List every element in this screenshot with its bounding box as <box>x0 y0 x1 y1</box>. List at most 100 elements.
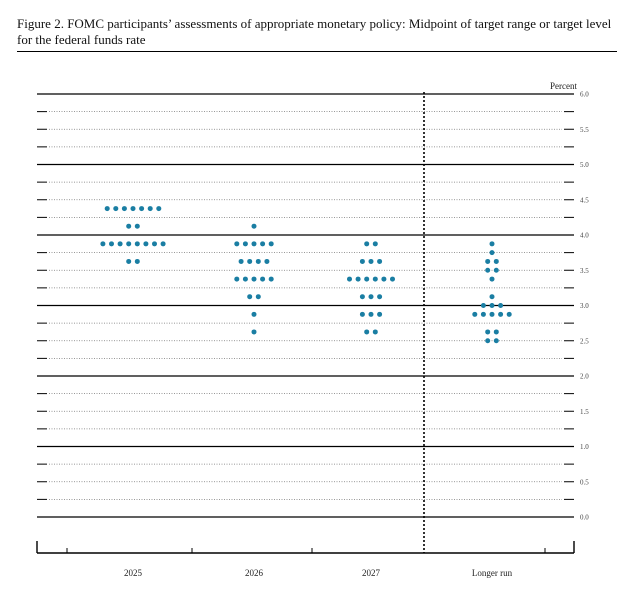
participant-dot <box>368 311 374 317</box>
participant-dot <box>485 267 491 273</box>
participant-dot <box>242 241 248 247</box>
participant-dot <box>247 294 253 300</box>
participant-dot <box>113 206 119 212</box>
participant-dot <box>126 241 132 247</box>
participant-dot <box>139 206 145 212</box>
y-tick-label: 2.5 <box>580 337 589 345</box>
participant-dot <box>506 311 512 317</box>
dots <box>100 206 512 344</box>
participant-dot <box>247 258 253 264</box>
participant-dot <box>143 241 149 247</box>
participant-dot <box>359 311 365 317</box>
participant-dot <box>242 276 248 282</box>
participant-dot <box>355 276 361 282</box>
participant-dot <box>493 267 499 273</box>
participant-dot <box>472 311 478 317</box>
participant-dot <box>147 206 153 212</box>
participant-dot <box>372 329 378 335</box>
participant-dot <box>485 338 491 344</box>
participant-dot <box>347 276 352 282</box>
participant-dot <box>260 276 266 282</box>
participant-dot <box>251 329 257 335</box>
participant-dot <box>255 294 261 300</box>
figure-title: Figure 2. FOMC participants’ assessments… <box>17 16 612 47</box>
participant-dot <box>126 223 132 229</box>
participant-dot <box>377 311 383 317</box>
participant-dot <box>251 241 257 247</box>
chart-frame <box>36 92 575 554</box>
x-category-label: 2026 <box>245 568 264 578</box>
participant-dot <box>377 294 383 300</box>
participant-dot <box>234 241 240 247</box>
participant-dot <box>480 311 486 317</box>
participant-dot <box>364 329 370 335</box>
participant-dot <box>368 294 374 300</box>
participant-dot <box>104 206 110 212</box>
y-tick-label: 6.0 <box>580 91 589 99</box>
participant-dot <box>480 303 486 308</box>
participant-dot <box>251 276 257 282</box>
participant-dot <box>117 241 123 247</box>
participant-dot <box>100 241 106 247</box>
participant-dot <box>377 258 383 264</box>
participant-dot <box>359 294 365 300</box>
participant-dot <box>121 206 127 212</box>
y-tick-label: 2.0 <box>580 373 589 381</box>
participant-dot <box>134 223 140 229</box>
y-tick-label: 1.0 <box>580 443 589 451</box>
participant-dot <box>493 258 499 264</box>
y-tick-label: 5.5 <box>580 126 589 134</box>
labels: Percent 0.0 0.5 1.0 1.5 2.0 2.5 3.0 3.5 4.0 4.5 5.… <box>124 81 589 578</box>
participant-dot <box>364 241 370 247</box>
participant-dot <box>489 250 495 256</box>
y-tick-label: 3.0 <box>580 302 589 310</box>
grid-lines <box>37 93 574 518</box>
participant-dot <box>251 223 257 229</box>
participant-dot <box>130 206 136 212</box>
participant-dot <box>238 258 244 264</box>
y-tick-label: 4.0 <box>580 232 589 240</box>
participant-dot <box>126 258 132 264</box>
y-tick-label: 3.5 <box>580 267 589 275</box>
y-axis-unit-label: Percent <box>550 81 577 91</box>
participant-dot <box>134 258 140 264</box>
participant-dot <box>493 338 499 344</box>
y-tick-label: 4.5 <box>580 196 589 204</box>
participant-dot <box>489 241 495 247</box>
y-tick-label: 1.5 <box>580 408 589 416</box>
participant-dot <box>260 241 266 247</box>
participant-dot <box>498 311 504 317</box>
participant-dot <box>364 276 370 282</box>
participant-dot <box>234 276 240 282</box>
participant-dot <box>152 241 157 247</box>
participant-dot <box>156 206 162 212</box>
participant-dot <box>109 241 114 247</box>
participant-dot <box>485 329 491 335</box>
participant-dot <box>390 276 395 282</box>
participant-dot <box>372 241 378 247</box>
participant-dot <box>251 311 257 317</box>
participant-dot <box>485 258 491 264</box>
y-tick-label: 5.0 <box>580 161 589 169</box>
participant-dot <box>489 303 495 308</box>
participant-dot <box>498 303 504 308</box>
participant-dot <box>255 258 261 264</box>
participant-dot <box>489 311 495 317</box>
participant-dot <box>134 241 140 247</box>
y-tick-label: 0.5 <box>580 478 589 486</box>
title-rule <box>17 51 617 52</box>
x-category-label: 2027 <box>362 568 381 578</box>
participant-dot <box>381 276 387 282</box>
participant-dot <box>160 241 166 247</box>
x-category-label: Longer run <box>472 568 513 578</box>
participant-dot <box>489 294 495 300</box>
x-category-label: 2025 <box>124 568 143 578</box>
participant-dot <box>368 258 374 264</box>
participant-dot <box>268 276 274 282</box>
participant-dot <box>493 329 499 335</box>
participant-dot <box>372 276 378 282</box>
participant-dot <box>264 258 270 264</box>
participant-dot <box>489 276 495 282</box>
participant-dot <box>359 258 365 264</box>
